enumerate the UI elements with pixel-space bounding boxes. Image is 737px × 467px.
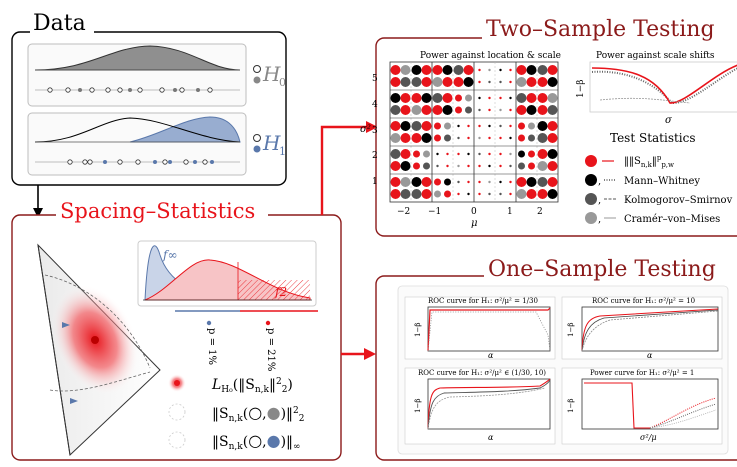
two-sample-panel: Two–Sample Testing Power against locatio… [360, 14, 737, 237]
stat-linf: ‖Sn,k(○,●)‖∞ [212, 431, 301, 452]
svg-text:α: α [488, 433, 494, 442]
h0-subscript: 0 [279, 76, 286, 89]
h1-label: H [262, 131, 281, 155]
roc-subplot-3-title: ROC curve for H₁: σ²/μ² ∈ (1/30, 10) [418, 369, 546, 377]
h1-subpanel [27, 112, 247, 176]
svg-text:2: 2 [537, 207, 543, 217]
one-sample-title: One–Sample Testing [488, 257, 716, 282]
svg-text:5: 5 [372, 74, 378, 84]
power-subplot-4: Power curve for H₁: σ²/μ² = 1 1−β σ²/μ [561, 367, 723, 445]
grid-title: Power against location & scale [420, 51, 561, 61]
roc-subplot-2: ROC curve for H₁: σ²/μ² = 10 1−β α [561, 296, 723, 360]
two-sample-title: Two–Sample Testing [486, 17, 715, 42]
p-value-1: p = 1% [206, 328, 217, 365]
grid-x-label: μ [471, 218, 478, 229]
svg-text:0: 0 [471, 207, 477, 217]
test-legend: ‖‖Sn,k‖pp,w , Mann–Whitney , Kolmogorov–… [585, 154, 733, 225]
one-sample-panel: One–Sample Testing ROC curve for H₁: σ²/… [375, 252, 737, 461]
grid-y-label: σ² [360, 124, 371, 135]
legend-item-spacing: ‖‖Sn,k‖pp,w [624, 154, 674, 169]
arrow-to-two-sample [320, 121, 378, 215]
svg-text:σ²/μ: σ²/μ [640, 433, 657, 442]
grid-y-ticks: 5 4 3 2 1 [372, 74, 378, 187]
spacing-panel: Spacing–Statistics f∞ f2 p = 1% [11, 198, 342, 461]
statistic-legend: LH₀(‖Sn,k‖22) ‖Sn,k(○,●)‖22 ‖Sn,k(○,●)‖∞ [168, 374, 305, 452]
curve-y-label: 1−β [576, 80, 586, 98]
stat-l2: ‖Sn,k(○,●)‖22 [212, 403, 305, 424]
svg-text:α: α [488, 351, 494, 360]
h1-legend: H 1 [253, 131, 286, 158]
svg-text:α: α [647, 351, 653, 360]
h0-label: H [262, 62, 281, 86]
svg-text:,: , [598, 195, 601, 206]
svg-text:−2: −2 [397, 207, 410, 217]
legend-item-kolmogorov-smirnov: Kolmogorov–Smirnov [624, 195, 733, 206]
svg-text:4: 4 [372, 100, 378, 110]
p-value-2: p = 21% [265, 328, 276, 371]
svg-text:3: 3 [372, 126, 378, 136]
scale-curve-plot [589, 61, 737, 113]
svg-text:1−β: 1−β [567, 323, 575, 337]
svg-text:1−β: 1−β [567, 399, 575, 413]
roc-subplot-1: ROC curve for H₁: σ²/μ² = 1/30 1−β α [404, 296, 556, 360]
roc-subplot-3: ROC curve for H₁: σ²/μ² ∈ (1/30, 10) 1−β… [404, 367, 556, 445]
svg-text:,: , [598, 214, 601, 225]
roc-subplot-1-title: ROC curve for H₁: σ²/μ² = 1/30 [428, 297, 538, 305]
h1-null-curve [34, 117, 241, 143]
arrow-to-one-sample [341, 348, 376, 360]
f-2-label: f2 [274, 285, 287, 299]
svg-text:1: 1 [507, 207, 513, 217]
h1-subscript: 1 [279, 145, 286, 158]
curve-title: Power against scale shifts [596, 51, 715, 61]
data-panel-title: Data [33, 11, 86, 36]
power-grid [389, 61, 559, 203]
svg-text:2: 2 [372, 151, 378, 161]
stat-likelihood: LH₀(‖Sn,k‖22) [211, 377, 293, 395]
grid-x-ticks: −2 −1 0 1 2 [397, 207, 543, 217]
arrow-data-to-spacing [33, 185, 43, 218]
density-inset: f∞ f2 [137, 240, 317, 307]
simplex [37, 243, 161, 457]
svg-text:1: 1 [372, 177, 378, 187]
roc-subplot-2-title: ROC curve for H₁: σ²/μ² = 10 [592, 297, 695, 305]
data-panel: Data H 0 [11, 11, 287, 186]
svg-text:1−β: 1−β [414, 323, 422, 337]
h0-legend: H 0 [253, 62, 286, 89]
h0-density [34, 45, 241, 71]
h0-samples [47, 87, 213, 93]
h1-density [129, 116, 241, 143]
legend-item-cramer-von-mises: Cramér–von–Mises [624, 214, 720, 225]
f-inf-label: f∞ [162, 248, 177, 262]
svg-text:−1: −1 [428, 207, 441, 217]
legend-item-mann-whitney: Mann–Whitney [624, 176, 700, 187]
legend-title: Test Statistics [610, 131, 696, 145]
h0-subpanel [27, 43, 247, 107]
spacing-panel-title: Spacing–Statistics [60, 199, 255, 223]
curve-x-label: σ [665, 115, 673, 126]
svg-text:,: , [598, 176, 601, 187]
svg-text:1−β: 1−β [414, 399, 422, 413]
power-subplot-4-title: Power curve for H₁: σ²/μ² = 1 [590, 369, 694, 377]
